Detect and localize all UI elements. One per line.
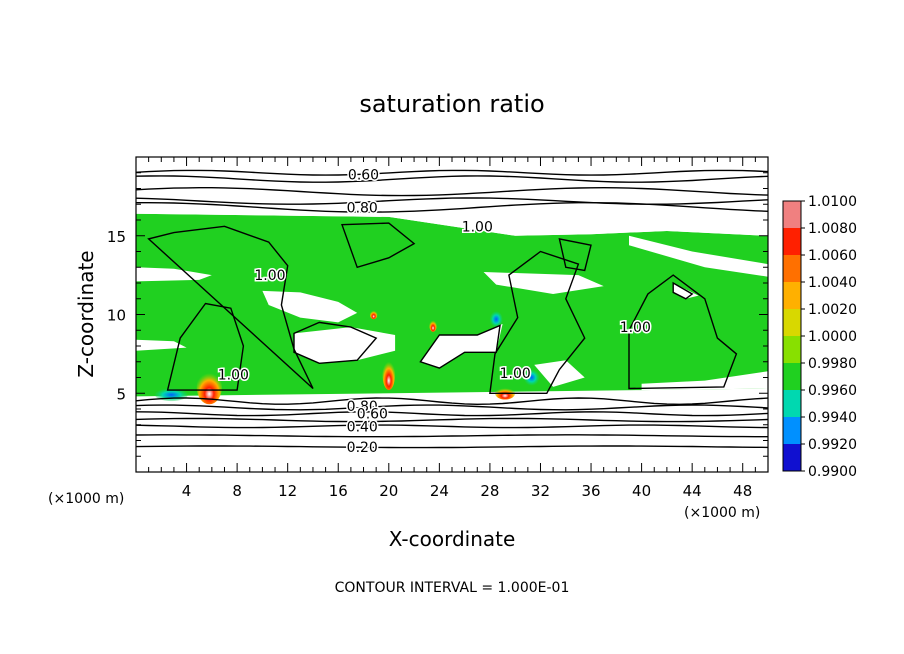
contour-label: 1.00 — [254, 268, 285, 284]
colorbar-swatch — [783, 201, 801, 228]
colorbar-swatch — [783, 282, 801, 309]
field-unsaturated-region — [136, 339, 187, 351]
colorbar-label: 0.9980 — [808, 356, 857, 372]
colorbar-label: 1.0100 — [808, 194, 857, 210]
x-tick-label: 24 — [430, 482, 449, 500]
colorbar-swatch — [783, 363, 801, 390]
supersaturation-spot — [369, 309, 378, 320]
contour-label: 1.00 — [462, 219, 493, 235]
y-tick-label: 5 — [116, 385, 126, 403]
contour-line — [136, 411, 768, 417]
supersaturation-spot — [429, 319, 437, 332]
contour-label: 1.00 — [500, 366, 531, 382]
field-unsaturated-region — [534, 360, 585, 387]
x-tick-label: 36 — [581, 482, 600, 500]
x-tick-label: 20 — [379, 482, 398, 500]
contour-line — [136, 424, 768, 429]
contour-line — [166, 302, 245, 391]
contour-line — [558, 238, 592, 272]
field-unsaturated-region — [629, 235, 768, 277]
contour-line — [136, 404, 768, 411]
contour-line — [147, 225, 314, 390]
x-tick-label: 12 — [278, 482, 297, 500]
colorbar-label: 1.0040 — [808, 275, 857, 291]
colorbar-swatch — [783, 390, 801, 417]
colorbar-label: 0.9940 — [808, 410, 857, 426]
contour-line — [136, 197, 768, 205]
colorbar-label: 0.9960 — [808, 383, 857, 399]
colorbar: 1.0100 1.0080 1.0060 1.0040 1.0020 1.0000 0.99… — [782, 194, 857, 480]
contour-label: 1.00 — [218, 367, 249, 383]
x-tick-label: 48 — [733, 482, 752, 500]
x-tick-label: 28 — [480, 482, 499, 500]
y-axis-label: Z-coordinate — [74, 250, 98, 377]
x-tick-label: 8 — [232, 482, 242, 500]
contour-line — [628, 274, 738, 390]
contour-line — [136, 417, 768, 423]
contour-label: 0.20 — [347, 440, 378, 456]
x-unit-left: (×1000 m) — [48, 491, 124, 507]
y-axis-ticks: 5 10 15 — [107, 172, 768, 457]
contour-labels: 0.600.801.001.001.00 1.001.000.800.600.40… — [216, 166, 652, 457]
colorbar-swatch — [783, 444, 801, 471]
colorbar-swatch — [783, 309, 801, 336]
contour-line — [293, 321, 378, 365]
contour-label: 0.60 — [357, 407, 388, 423]
contour-line — [136, 169, 768, 176]
contour-line — [489, 250, 586, 394]
field-unsaturated-region — [641, 371, 768, 391]
contour-line — [136, 397, 768, 406]
supersaturation-spot — [196, 369, 222, 405]
contour-label: 0.80 — [347, 200, 378, 216]
colorbar-label: 1.0000 — [808, 329, 857, 345]
field-unsaturated-region — [294, 327, 396, 364]
y-tick-label: 15 — [107, 228, 126, 246]
x-axis-ticks: 4 8 12 16 20 24 28 32 36 40 44 48 — [148, 157, 756, 500]
x-tick-label: 44 — [683, 482, 702, 500]
contour-line — [341, 222, 416, 269]
subsaturation-spot — [524, 369, 540, 386]
contour-line — [136, 202, 768, 213]
colorbar-swatch — [783, 417, 801, 444]
colorbar-swatch — [783, 255, 801, 282]
contour-label: 0.40 — [347, 419, 378, 435]
colorbar-swatch — [783, 228, 801, 255]
colorbar-label: 1.0060 — [808, 248, 857, 264]
chart-title: saturation ratio — [359, 90, 544, 118]
contour-line — [136, 186, 768, 197]
contour-line — [136, 434, 768, 438]
contour-line — [419, 324, 501, 369]
contour-label: 0.60 — [348, 167, 379, 183]
field-unsaturated-region — [262, 290, 358, 323]
contour-line — [136, 175, 768, 183]
field-unsaturated-region — [420, 323, 503, 369]
colorbar-label: 0.9920 — [808, 437, 857, 453]
colorbar-label: 0.9900 — [808, 464, 857, 480]
x-tick-label: 16 — [329, 482, 348, 500]
x-tick-label: 40 — [632, 482, 651, 500]
colorbar-label: 1.0020 — [808, 302, 857, 318]
x-unit-right: (×1000 m) — [684, 505, 760, 521]
field-unsaturated-region — [136, 267, 212, 282]
contour-lines — [136, 169, 768, 449]
x-axis-label: X-coordinate — [389, 527, 516, 551]
contour-label: 1.00 — [620, 320, 651, 336]
field-unsaturated-region — [136, 188, 768, 236]
y-tick-label: 10 — [107, 307, 126, 325]
subsaturation-spot — [489, 311, 503, 328]
contour-label: 0.80 — [347, 399, 378, 415]
contour-interval-note: CONTOUR INTERVAL = 1.000E-01 — [335, 580, 570, 596]
x-tick-label: 4 — [182, 482, 192, 500]
colorbar-swatch — [783, 336, 801, 363]
contour-line — [136, 445, 768, 449]
colorbar-label: 1.0080 — [808, 221, 857, 237]
supersaturation-spot — [382, 358, 396, 391]
x-tick-label: 32 — [531, 482, 550, 500]
contour-line — [672, 281, 694, 300]
